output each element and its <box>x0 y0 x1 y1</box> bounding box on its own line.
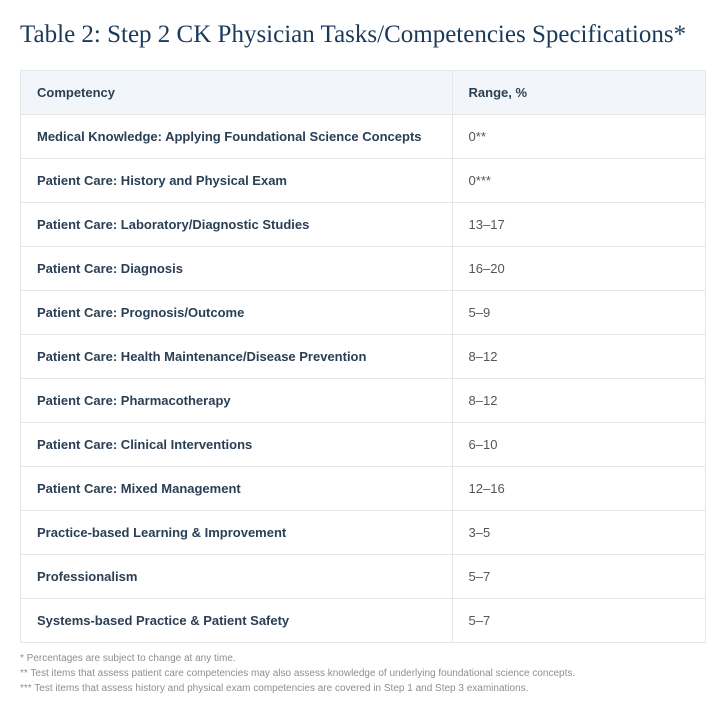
competency-cell: Patient Care: Laboratory/Diagnostic Stud… <box>21 202 453 246</box>
competency-cell: Patient Care: Clinical Interventions <box>21 422 453 466</box>
range-cell: 8–12 <box>452 378 705 422</box>
table-row: Practice-based Learning & Improvement 3–… <box>21 510 706 554</box>
range-cell: 0*** <box>452 158 705 202</box>
competency-cell: Patient Care: Diagnosis <box>21 246 453 290</box>
footnote-1: * Percentages are subject to change at a… <box>20 651 706 666</box>
col-header-competency: Competency <box>21 70 453 114</box>
range-cell: 5–7 <box>452 554 705 598</box>
table-row: Systems-based Practice & Patient Safety … <box>21 598 706 642</box>
footnotes: * Percentages are subject to change at a… <box>20 651 706 696</box>
competency-cell: Medical Knowledge: Applying Foundational… <box>21 114 453 158</box>
table-row: Patient Care: Prognosis/Outcome 5–9 <box>21 290 706 334</box>
range-cell: 5–9 <box>452 290 705 334</box>
competency-cell: Patient Care: Pharmacotherapy <box>21 378 453 422</box>
table-row: Patient Care: Pharmacotherapy 8–12 <box>21 378 706 422</box>
table-row: Patient Care: Diagnosis 16–20 <box>21 246 706 290</box>
table-header-row: Competency Range, % <box>21 70 706 114</box>
table-row: Patient Care: Clinical Interventions 6–1… <box>21 422 706 466</box>
competency-cell: Professionalism <box>21 554 453 598</box>
competency-cell: Patient Care: Health Maintenance/Disease… <box>21 334 453 378</box>
table-row: Professionalism 5–7 <box>21 554 706 598</box>
range-cell: 13–17 <box>452 202 705 246</box>
competency-cell: Practice-based Learning & Improvement <box>21 510 453 554</box>
competency-cell: Systems-based Practice & Patient Safety <box>21 598 453 642</box>
table-title: Table 2: Step 2 CK Physician Tasks/Compe… <box>20 18 706 52</box>
range-cell: 8–12 <box>452 334 705 378</box>
competency-cell: Patient Care: History and Physical Exam <box>21 158 453 202</box>
table-row: Patient Care: Laboratory/Diagnostic Stud… <box>21 202 706 246</box>
col-header-range: Range, % <box>452 70 705 114</box>
competencies-table: Competency Range, % Medical Knowledge: A… <box>20 70 706 643</box>
table-row: Patient Care: Health Maintenance/Disease… <box>21 334 706 378</box>
range-cell: 6–10 <box>452 422 705 466</box>
competency-cell: Patient Care: Prognosis/Outcome <box>21 290 453 334</box>
table-row: Patient Care: History and Physical Exam … <box>21 158 706 202</box>
range-cell: 3–5 <box>452 510 705 554</box>
range-cell: 16–20 <box>452 246 705 290</box>
table-row: Patient Care: Mixed Management 12–16 <box>21 466 706 510</box>
competency-cell: Patient Care: Mixed Management <box>21 466 453 510</box>
footnote-3: *** Test items that assess history and p… <box>20 681 706 696</box>
range-cell: 5–7 <box>452 598 705 642</box>
range-cell: 12–16 <box>452 466 705 510</box>
table-row: Medical Knowledge: Applying Foundational… <box>21 114 706 158</box>
footnote-2: ** Test items that assess patient care c… <box>20 666 706 681</box>
range-cell: 0** <box>452 114 705 158</box>
